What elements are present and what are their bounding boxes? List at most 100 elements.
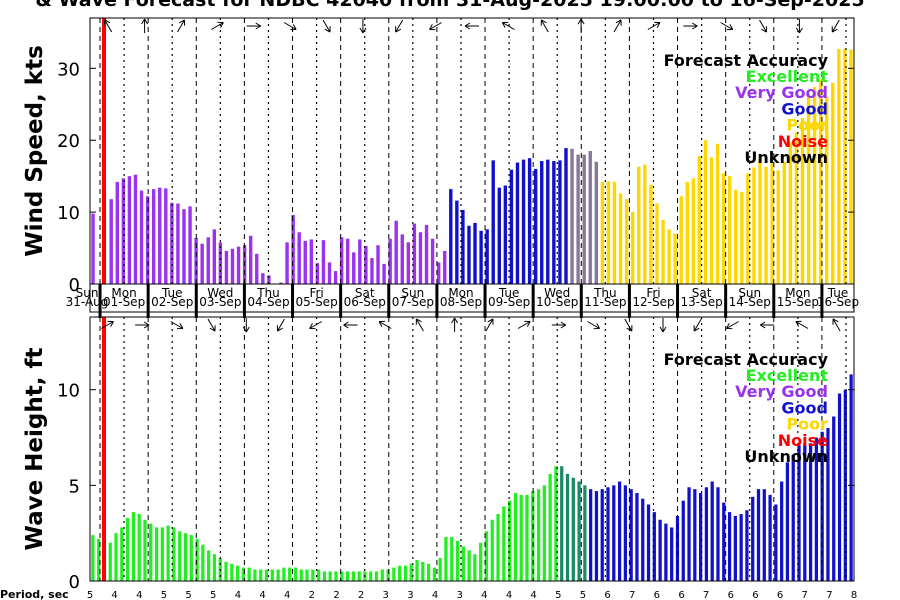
bar bbox=[293, 567, 298, 581]
arrow-head bbox=[395, 26, 402, 33]
bar bbox=[600, 489, 604, 581]
arrow-head bbox=[831, 26, 838, 33]
direction-arrow bbox=[683, 22, 698, 30]
direction-arrow bbox=[540, 19, 549, 33]
bar bbox=[412, 223, 417, 284]
bar bbox=[120, 527, 124, 581]
bar bbox=[774, 504, 778, 581]
bar bbox=[806, 97, 811, 284]
period-value: 5 bbox=[87, 590, 93, 600]
bar bbox=[345, 571, 350, 581]
bar bbox=[752, 167, 756, 284]
legend-entry: Excellent bbox=[746, 366, 829, 385]
bar bbox=[746, 173, 750, 284]
arrow-head bbox=[378, 320, 385, 327]
bar bbox=[685, 181, 689, 284]
arrow-shaft bbox=[693, 318, 702, 332]
bar bbox=[691, 178, 696, 284]
bar bbox=[333, 271, 338, 284]
day-name: Thu bbox=[593, 286, 617, 300]
arrow-shaft bbox=[429, 22, 442, 30]
bar bbox=[667, 229, 671, 284]
arrow-head bbox=[141, 18, 149, 25]
direction-arrow bbox=[378, 320, 392, 329]
bar bbox=[570, 148, 574, 284]
arrow-shaft bbox=[378, 321, 392, 329]
bar bbox=[837, 48, 841, 284]
day-name: Sun bbox=[401, 286, 424, 300]
bar bbox=[311, 569, 315, 581]
bar bbox=[479, 542, 483, 581]
bar bbox=[709, 157, 714, 284]
day-name: Wed bbox=[207, 286, 233, 300]
direction-arrows bbox=[101, 317, 841, 333]
bar bbox=[443, 250, 447, 284]
bar bbox=[166, 525, 170, 581]
bar bbox=[358, 239, 362, 284]
arrow-head bbox=[501, 21, 509, 28]
direction-arrow bbox=[177, 19, 186, 33]
bar bbox=[497, 187, 501, 284]
bar bbox=[768, 494, 772, 581]
bar bbox=[727, 512, 732, 581]
period-value: 7 bbox=[826, 590, 832, 600]
direction-arrow bbox=[831, 19, 840, 33]
arrow-shaft bbox=[177, 19, 185, 33]
arrow-head bbox=[179, 19, 186, 26]
bar bbox=[646, 504, 651, 581]
period-value: 4 bbox=[259, 590, 265, 600]
bar bbox=[527, 158, 532, 284]
bar bbox=[588, 151, 592, 284]
bar bbox=[758, 158, 762, 284]
bar bbox=[583, 485, 587, 581]
day-date: 31-Aug bbox=[66, 295, 109, 309]
legend-entry: Poor bbox=[786, 116, 828, 135]
bar bbox=[629, 489, 633, 581]
bar bbox=[637, 166, 641, 284]
day-name: Tue bbox=[498, 286, 520, 300]
bar bbox=[357, 571, 361, 581]
legend-entry: Poor bbox=[786, 415, 828, 434]
bar bbox=[455, 540, 460, 581]
direction-arrow bbox=[613, 19, 622, 33]
bar bbox=[241, 567, 245, 581]
arrow-head bbox=[761, 26, 768, 33]
bar bbox=[687, 487, 691, 581]
bar bbox=[554, 466, 558, 581]
bar bbox=[127, 176, 132, 284]
bar bbox=[473, 222, 477, 284]
bar bbox=[369, 571, 373, 581]
bar bbox=[183, 533, 188, 581]
bar bbox=[261, 273, 265, 284]
bar bbox=[328, 571, 332, 581]
y-tick-label: 20 bbox=[57, 131, 80, 152]
arrow-shaft bbox=[517, 321, 531, 329]
bar bbox=[716, 487, 720, 581]
bar bbox=[803, 443, 807, 581]
day-name: Fri bbox=[309, 286, 323, 300]
arrow-shaft bbox=[277, 318, 285, 332]
bar bbox=[785, 462, 790, 581]
bar bbox=[255, 253, 259, 284]
arrow-shaft bbox=[309, 321, 323, 329]
bar bbox=[121, 178, 126, 284]
period-value: 6 bbox=[604, 590, 610, 600]
bar bbox=[558, 160, 562, 284]
bar bbox=[473, 554, 477, 581]
arrow-head bbox=[759, 321, 766, 329]
bar bbox=[612, 181, 617, 284]
arrow-shaft bbox=[322, 19, 331, 33]
bar bbox=[467, 550, 471, 581]
bar bbox=[782, 161, 786, 284]
day-date: 12-Sep bbox=[632, 295, 674, 309]
bar bbox=[652, 512, 656, 581]
bar bbox=[624, 199, 629, 284]
day-date: 06-Sep bbox=[344, 295, 386, 309]
day-name: Fri bbox=[646, 286, 660, 300]
bar bbox=[589, 489, 593, 581]
arrow-head bbox=[560, 321, 567, 329]
bar bbox=[322, 571, 327, 581]
direction-arrow bbox=[795, 19, 803, 34]
bar bbox=[818, 79, 823, 284]
bar bbox=[139, 190, 144, 284]
